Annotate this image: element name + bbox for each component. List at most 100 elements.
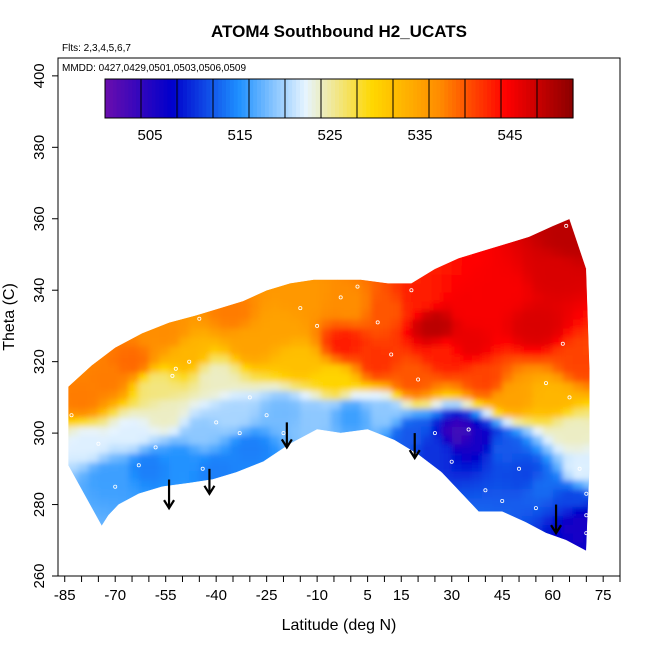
heatmap-cell bbox=[179, 256, 190, 266]
heatmap-cell bbox=[199, 372, 211, 383]
heatmap-cell bbox=[239, 542, 251, 552]
heatmap-cell bbox=[542, 336, 554, 347]
heatmap-cell bbox=[128, 265, 140, 275]
heatmap-cell bbox=[542, 506, 554, 516]
heatmap-cell bbox=[118, 229, 130, 240]
heatmap-cell bbox=[229, 300, 241, 311]
sample-point bbox=[584, 513, 589, 518]
heatmap-cell bbox=[492, 238, 503, 249]
heatmap-cell bbox=[259, 274, 271, 284]
heatmap-cell bbox=[270, 220, 281, 231]
heatmap-cell bbox=[148, 218, 160, 222]
heatmap-cell bbox=[270, 488, 281, 499]
heatmap-cell bbox=[300, 506, 312, 516]
sample-point bbox=[237, 431, 242, 436]
heatmap-cell bbox=[209, 220, 221, 231]
heatmap-cell bbox=[603, 256, 614, 266]
heatmap-cell bbox=[461, 363, 473, 374]
heatmap-cell bbox=[68, 515, 69, 525]
sample-point bbox=[567, 395, 572, 400]
heatmap-cell bbox=[340, 381, 352, 391]
heatmap-cell bbox=[169, 238, 180, 249]
heatmap-cell bbox=[259, 470, 271, 481]
heatmap-cell bbox=[381, 452, 392, 463]
heatmap-cell bbox=[280, 345, 291, 356]
heatmap-cell bbox=[613, 256, 624, 266]
heatmap-cell bbox=[522, 229, 534, 240]
heatmap-cell bbox=[310, 443, 322, 454]
heatmap-cell bbox=[461, 381, 473, 391]
heatmap-cell bbox=[492, 524, 503, 534]
heatmap-cell bbox=[562, 318, 574, 329]
heatmap-cell bbox=[522, 515, 534, 525]
heatmap-cell bbox=[441, 318, 453, 329]
heatmap-cell bbox=[280, 560, 291, 570]
heatmap-cell bbox=[98, 372, 110, 383]
heatmap-cell bbox=[108, 390, 120, 400]
heatmap-cell bbox=[270, 560, 281, 570]
heatmap-cell bbox=[451, 229, 463, 240]
heatmap-cell bbox=[219, 551, 231, 552]
heatmap-cell bbox=[280, 247, 291, 257]
heatmap-cell bbox=[593, 426, 604, 436]
heatmap-cell bbox=[128, 542, 140, 552]
heatmap-cell bbox=[593, 212, 604, 222]
heatmap-cell bbox=[330, 390, 342, 400]
heatmap-cell bbox=[68, 363, 69, 374]
heatmap-cell bbox=[552, 461, 564, 472]
heatmap-cell bbox=[441, 524, 453, 534]
heatmap-cell bbox=[613, 337, 624, 347]
heatmap-cell bbox=[360, 390, 372, 400]
heatmap-cell bbox=[371, 300, 382, 311]
heatmap-cell bbox=[573, 560, 584, 570]
heatmap-cell bbox=[421, 354, 433, 365]
heatmap-cell bbox=[431, 497, 443, 508]
heatmap-cell bbox=[169, 345, 180, 356]
heatmap-cell bbox=[522, 203, 533, 213]
heatmap-cell bbox=[391, 283, 403, 293]
heatmap-cell bbox=[360, 229, 372, 240]
heatmap-cell bbox=[330, 399, 342, 409]
heatmap-cell bbox=[603, 551, 614, 561]
heatmap-cell bbox=[159, 292, 170, 302]
heatmap-cell bbox=[613, 542, 624, 552]
heatmap-cell bbox=[199, 292, 211, 302]
heatmap-cell bbox=[169, 479, 180, 490]
heatmap-cell bbox=[179, 408, 190, 418]
heatmap-cell bbox=[522, 354, 534, 365]
heatmap-cell bbox=[431, 345, 443, 356]
heatmap-cell bbox=[360, 479, 372, 490]
heatmap-cell bbox=[401, 390, 413, 400]
heatmap-cell bbox=[169, 265, 180, 275]
heatmap-cell bbox=[482, 506, 493, 516]
heatmap-cell bbox=[280, 300, 291, 311]
heatmap-cell bbox=[128, 229, 140, 240]
heatmap-cell bbox=[138, 506, 150, 516]
heatmap-cell bbox=[542, 426, 554, 436]
heatmap-cell bbox=[249, 220, 261, 231]
heatmap-cell bbox=[441, 265, 453, 275]
heatmap-cell bbox=[542, 408, 554, 418]
heatmap-cell bbox=[542, 283, 554, 293]
heatmap-cell bbox=[461, 336, 473, 347]
heatmap-cell bbox=[411, 434, 423, 445]
sample-point bbox=[432, 431, 437, 436]
heatmap-cell bbox=[259, 354, 271, 365]
heatmap-cell bbox=[350, 318, 362, 329]
heatmap-cell bbox=[431, 247, 443, 257]
heatmap-cell bbox=[522, 390, 534, 400]
heatmap-cell bbox=[401, 345, 413, 356]
heatmap-cell bbox=[593, 390, 604, 400]
colorbar-cell bbox=[440, 79, 445, 118]
heatmap-cell bbox=[471, 354, 483, 365]
flights-subtitle: Flts: 2,3,4,5,6,7 bbox=[62, 43, 131, 54]
heatmap-cell bbox=[593, 542, 604, 552]
heatmap-cell bbox=[219, 479, 231, 490]
heatmap-cell bbox=[360, 327, 372, 338]
heatmap-cell bbox=[441, 515, 453, 525]
heatmap-cell bbox=[552, 408, 564, 418]
heatmap-cell bbox=[88, 470, 100, 481]
heatmap-cell bbox=[552, 256, 564, 266]
heatmap-cell bbox=[411, 551, 423, 552]
heatmap-cell bbox=[290, 336, 302, 347]
